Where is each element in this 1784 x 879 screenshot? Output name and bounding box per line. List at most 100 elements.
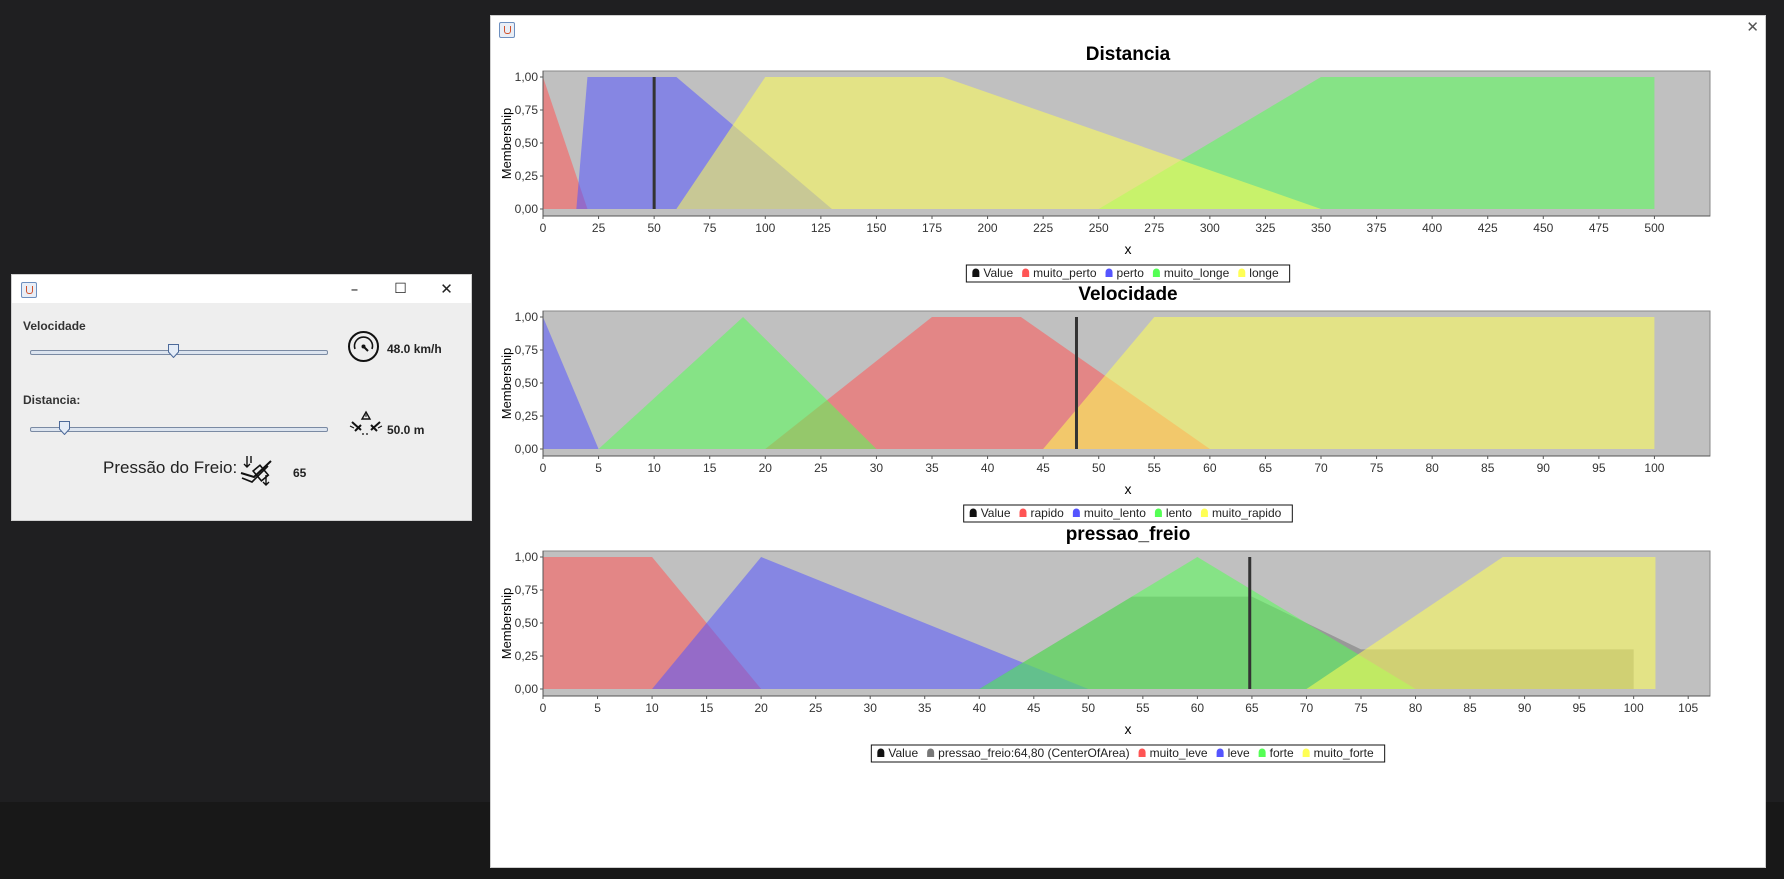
x-tick-label: 125: [811, 221, 831, 235]
x-tick-label: 100: [1644, 461, 1664, 475]
x-tick-label: 275: [1144, 221, 1164, 235]
x-tick-label: 425: [1478, 221, 1498, 235]
x-tick-label: 0: [540, 461, 547, 475]
velocidade-value: 48.0 km/h: [387, 342, 442, 356]
x-tick-label: 75: [1354, 701, 1368, 715]
chart-legend: Value pressao_freio:64,80 (CenterOfArea) m…: [877, 746, 1374, 760]
x-tick-label: 175: [922, 221, 942, 235]
x-tick-label: 300: [1200, 221, 1220, 235]
control-window: – ☐ ✕ Velocidade 48.0 km/h Distancia: 50…: [11, 274, 472, 521]
x-tick-label: 45: [1027, 701, 1041, 715]
x-tick-label: 375: [1367, 221, 1387, 235]
minimize-button[interactable]: –: [350, 280, 359, 298]
legend-swatch: [1258, 748, 1266, 757]
legend-swatch: [927, 748, 935, 757]
legend-box: [965, 264, 1291, 283]
x-tick-label: 85: [1463, 701, 1477, 715]
legend-label: muito_longe: [1164, 266, 1230, 280]
x-tick-label: 55: [1148, 461, 1162, 475]
chart-window: ✕ Distancia 0,00 0,25 0,50 0,75 1,00 0 25 50 75 10…: [490, 15, 1766, 868]
x-tick-label: 500: [1644, 221, 1664, 235]
x-tick-label: 80: [1409, 701, 1423, 715]
chart-title: Distancia: [1086, 44, 1171, 65]
legend-swatch: [1302, 748, 1310, 757]
y-tick-label: 0,00: [515, 442, 539, 456]
legend-swatch: [1200, 508, 1208, 517]
series-area-muito_rapido: [1043, 317, 1655, 449]
java-icon: [21, 282, 37, 298]
series-area-leve: [652, 557, 1089, 689]
x-tick-label: 40: [973, 701, 987, 715]
legend-label: perto: [1117, 266, 1145, 280]
brake-icon: [240, 456, 272, 486]
x-tick-label: 20: [754, 701, 768, 715]
x-tick-label: 15: [700, 701, 714, 715]
x-tick-label: 75: [703, 221, 717, 235]
velocidade-label: Velocidade: [23, 319, 86, 333]
x-tick-label: 10: [647, 461, 661, 475]
legend-label: leve: [1228, 746, 1250, 760]
x-tick-label: 100: [755, 221, 775, 235]
x-tick-label: 35: [918, 701, 932, 715]
x-tick-label: 475: [1589, 221, 1609, 235]
speedometer-icon: [348, 331, 379, 362]
velocidade-slider[interactable]: [30, 344, 328, 360]
x-tick-label: 250: [1089, 221, 1109, 235]
legend-swatch: [1138, 748, 1146, 757]
y-tick-label: 0,50: [515, 616, 539, 630]
legend-label: muito_lento: [1084, 506, 1146, 520]
x-tick-label: 200: [978, 221, 998, 235]
y-tick-label: 0,00: [515, 202, 539, 216]
x-tick-label: 55: [1136, 701, 1150, 715]
x-tick-label: 20: [759, 461, 773, 475]
legend-swatch: [1152, 268, 1160, 277]
x-tick-label: 70: [1314, 461, 1328, 475]
x-tick-label: 0: [540, 221, 547, 235]
legend-swatch: [1238, 268, 1246, 277]
velocidade-slider-track[interactable]: [30, 350, 328, 355]
y-tick-label: 0,25: [515, 649, 539, 663]
x-tick-label: 10: [645, 701, 659, 715]
y-tick-label: 0,25: [515, 169, 539, 183]
legend-box: [963, 504, 1293, 523]
y-tick-label: 0,75: [515, 583, 539, 597]
x-axis-label: x: [1125, 721, 1132, 737]
x-tick-label: 65: [1259, 461, 1273, 475]
series-area-longe: [676, 77, 1321, 209]
pressao-value: 65: [293, 466, 307, 480]
x-tick-label: 75: [1370, 461, 1384, 475]
series-area-muito_longe: [1098, 77, 1655, 209]
distancia-slider-thumb[interactable]: [58, 421, 70, 435]
velocidade-slider-thumb[interactable]: [167, 344, 179, 358]
x-tick-label: 95: [1592, 461, 1606, 475]
x-tick-label: 95: [1572, 701, 1586, 715]
y-tick-label: 1,00: [515, 310, 539, 324]
legend-label: Value: [983, 266, 1013, 280]
legend-swatch: [1072, 508, 1080, 517]
maximize-button[interactable]: ☐: [394, 281, 407, 297]
x-axis-label: x: [1125, 241, 1132, 257]
x-tick-label: 25: [592, 221, 606, 235]
close-button[interactable]: ✕: [440, 280, 453, 298]
y-tick-label: 1,00: [515, 70, 539, 84]
legend-swatch: [969, 508, 977, 517]
control-window-titlebar[interactable]: – ☐ ✕: [12, 275, 471, 303]
y-tick-label: 0,50: [515, 376, 539, 390]
series-area-lento: [598, 317, 877, 449]
x-tick-label: 450: [1533, 221, 1553, 235]
distancia-slider[interactable]: [30, 421, 328, 437]
legend-label: Value: [888, 746, 918, 760]
distancia-slider-track[interactable]: [30, 427, 328, 432]
x-tick-label: 25: [814, 461, 828, 475]
chart-window-close-button[interactable]: ✕: [1746, 18, 1759, 36]
legend-swatch: [1019, 508, 1027, 517]
x-tick-label: 150: [866, 221, 886, 235]
x-tick-label: 105: [1678, 701, 1698, 715]
legend-label: muito_rapido: [1212, 506, 1282, 520]
y-axis-label: Membership: [499, 108, 514, 180]
legend-label: pressao_freio:64,80 (CenterOfArea): [938, 746, 1129, 760]
x-tick-label: 45: [1036, 461, 1050, 475]
x-tick-label: 60: [1191, 701, 1205, 715]
legend-label: lento: [1166, 506, 1192, 520]
